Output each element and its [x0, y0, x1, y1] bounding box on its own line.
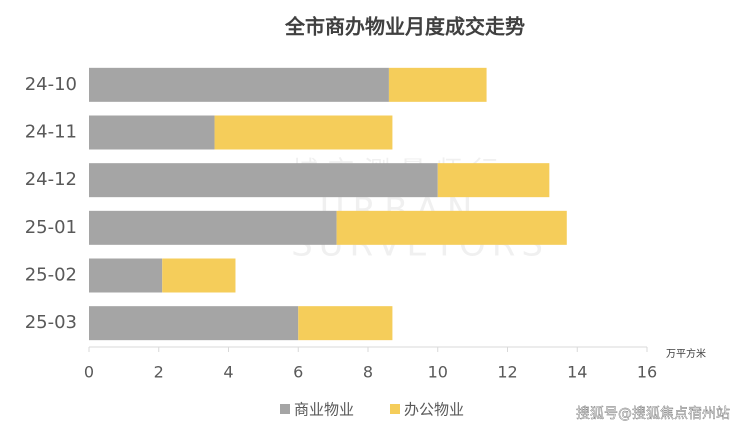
bar-segment	[89, 306, 299, 341]
bar-segment	[89, 115, 215, 150]
y-tick-label: 24-10	[25, 74, 77, 95]
x-tick-label: 14	[567, 363, 587, 382]
x-unit: 万平方米	[666, 347, 706, 360]
legend-swatch	[280, 404, 290, 414]
legend-label: 办公物业	[404, 401, 464, 419]
chart-title: 全市商办物业月度成交走势	[284, 15, 525, 39]
y-tick-label: 25-02	[25, 265, 77, 286]
y-tick-label: 25-03	[25, 312, 77, 333]
x-tick-label: 0	[84, 363, 94, 382]
x-tick-label: 4	[223, 363, 233, 382]
y-tick-label: 25-01	[25, 217, 77, 238]
x-tick-label: 10	[428, 363, 448, 382]
source-note: 搜狐号@搜狐焦点宿州站	[576, 405, 730, 422]
x-tick-label: 16	[637, 363, 657, 382]
legend-swatch	[390, 404, 400, 414]
x-tick-label: 12	[497, 363, 517, 382]
bar-segment	[437, 163, 550, 198]
bar-segment	[298, 306, 393, 341]
bar-segment	[89, 163, 438, 198]
x-tick-label: 8	[363, 363, 373, 382]
bar-segment	[89, 210, 337, 245]
x-tick-label: 2	[154, 363, 164, 382]
legend-label: 商业物业	[294, 401, 354, 419]
y-tick-label: 24-12	[25, 169, 77, 190]
bar-segment	[214, 115, 393, 150]
bar-segment	[89, 258, 163, 293]
bar-segment	[388, 67, 487, 102]
x-tick-label: 6	[293, 363, 303, 382]
bar-segment	[162, 258, 236, 293]
bar-segment	[336, 210, 567, 245]
bar-segment	[89, 67, 389, 102]
y-tick-label: 24-11	[25, 122, 77, 143]
